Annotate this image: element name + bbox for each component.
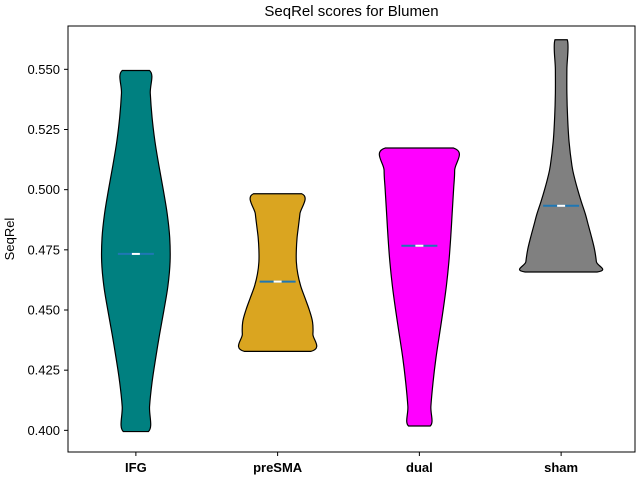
violin-presma bbox=[237, 193, 318, 352]
y-tick-label: 0.450 bbox=[27, 303, 60, 318]
y-tick-label: 0.500 bbox=[27, 182, 60, 197]
violin-sham bbox=[518, 39, 604, 273]
chart-title: SeqRel scores for Blumen bbox=[264, 3, 438, 20]
y-ticks-layer: 0.400 0.425 0.450 0.475 0.500 0.525 0.550 bbox=[27, 62, 68, 438]
x-ticks-layer: IFG preSMA dual sham bbox=[125, 452, 578, 475]
y-tick-label: 0.425 bbox=[27, 363, 60, 378]
y-axis-label: SeqRel bbox=[2, 218, 17, 261]
violin-dual bbox=[378, 147, 461, 427]
x-tick-label-presma: preSMA bbox=[253, 460, 303, 475]
plot-frame bbox=[67, 25, 636, 453]
violins-layer bbox=[100, 39, 604, 433]
violin-ifg bbox=[100, 69, 171, 433]
y-tick-label: 0.550 bbox=[27, 62, 60, 77]
x-tick-label-sham: sham bbox=[544, 460, 578, 475]
x-tick-label-dual: dual bbox=[406, 460, 433, 475]
y-tick-label: 0.475 bbox=[27, 242, 60, 257]
x-tick-label-ifg: IFG bbox=[125, 460, 147, 475]
y-tick-label: 0.400 bbox=[27, 423, 60, 438]
y-tick-label: 0.525 bbox=[27, 122, 60, 137]
mean-lines-layer bbox=[117, 204, 580, 283]
